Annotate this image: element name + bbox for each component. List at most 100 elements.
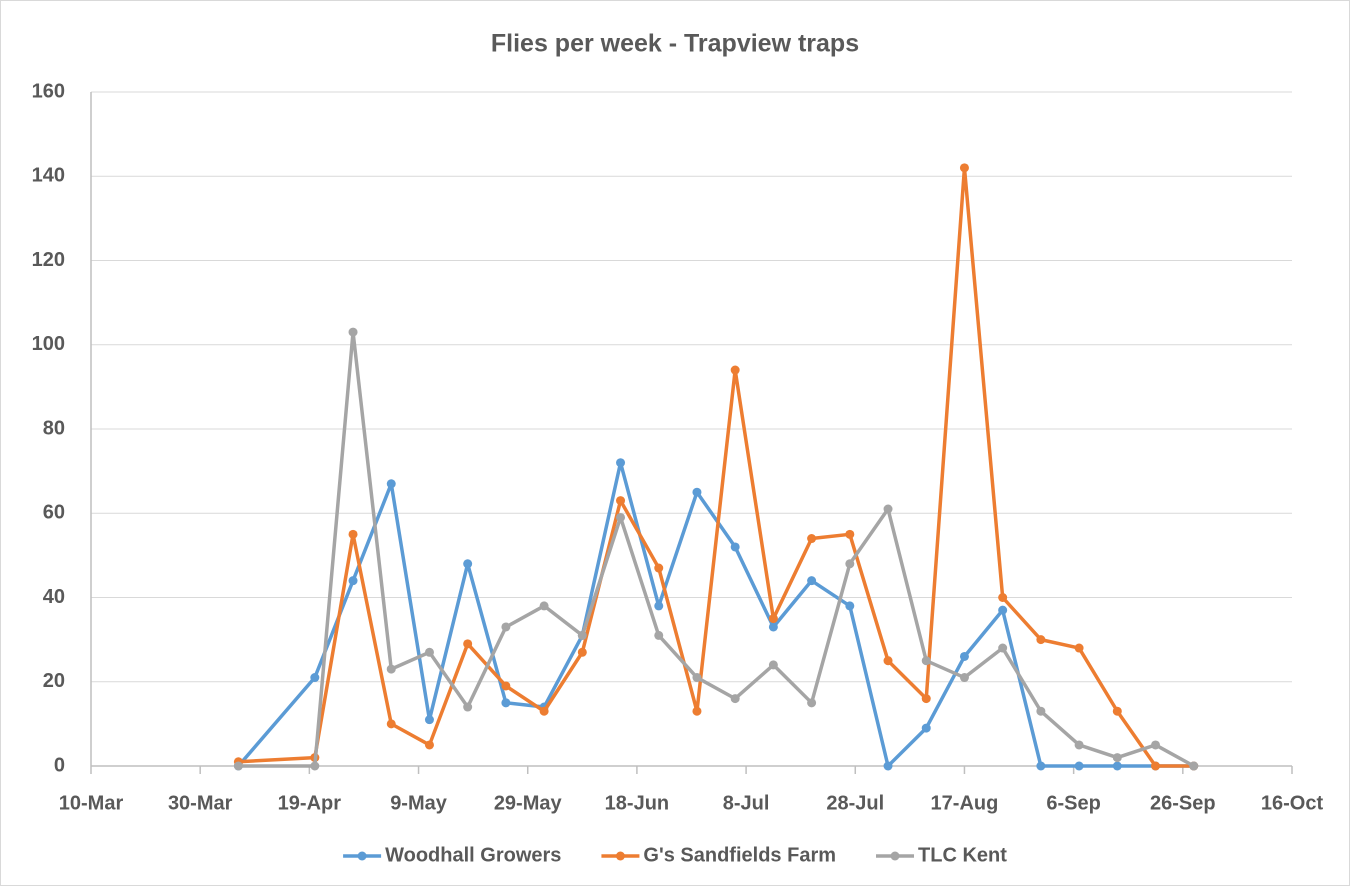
y-tick-label: 0 <box>54 754 65 776</box>
data-point <box>310 761 320 771</box>
data-point <box>501 622 511 632</box>
data-point <box>616 496 626 506</box>
y-tick-label: 40 <box>43 586 65 608</box>
data-point <box>959 651 969 661</box>
data-point <box>1036 706 1046 716</box>
data-point <box>539 601 549 611</box>
data-point <box>959 163 969 173</box>
data-point <box>463 639 473 649</box>
data-point <box>883 656 893 666</box>
data-point <box>1074 643 1084 653</box>
data-point <box>807 576 817 586</box>
data-point <box>386 479 396 489</box>
data-point <box>730 694 740 704</box>
data-point <box>1074 740 1084 750</box>
data-point <box>692 706 702 716</box>
data-point <box>654 630 664 640</box>
data-point <box>883 504 893 514</box>
data-point <box>692 487 702 497</box>
legend-marker <box>357 851 367 861</box>
legend-item: Woodhall Growers <box>343 844 561 866</box>
data-point <box>424 647 434 657</box>
data-point <box>386 664 396 674</box>
legend-item: TLC Kent <box>876 844 1007 866</box>
data-point <box>1112 761 1122 771</box>
legend-item: G's Sandfields Farm <box>601 844 836 866</box>
legend-marker <box>615 851 625 861</box>
data-point <box>1036 635 1046 645</box>
data-point <box>1151 761 1161 771</box>
data-point <box>998 593 1008 602</box>
data-point <box>921 723 931 733</box>
y-tick-label: 140 <box>32 165 65 187</box>
x-tick-label: 9-May <box>390 792 448 814</box>
data-point <box>348 327 358 337</box>
legend-marker <box>890 851 900 861</box>
data-point <box>768 622 778 632</box>
data-point <box>463 702 473 712</box>
x-tick-label: 30-Mar <box>168 792 233 814</box>
data-point <box>386 719 396 729</box>
x-tick-label: 29-May <box>494 792 563 814</box>
x-tick-label: 8-Jul <box>723 792 770 814</box>
data-point <box>654 601 664 611</box>
data-point <box>501 681 511 691</box>
data-point <box>998 605 1008 615</box>
y-tick-label: 60 <box>43 502 65 524</box>
x-tick-label: 17-Aug <box>931 792 999 814</box>
data-point <box>807 698 817 708</box>
data-point <box>539 706 549 716</box>
y-tick-label: 100 <box>32 333 65 355</box>
x-tick-label: 19-Apr <box>278 792 342 814</box>
data-point <box>730 542 740 552</box>
data-point <box>501 698 511 708</box>
data-point <box>768 614 778 624</box>
data-point <box>998 643 1008 653</box>
data-point <box>845 529 855 539</box>
data-point <box>883 761 893 771</box>
legend-label: G's Sandfields Farm <box>643 844 836 866</box>
x-tick-label: 26-Sep <box>1150 792 1216 814</box>
data-point <box>1189 761 1199 771</box>
y-tick-label: 80 <box>43 417 65 439</box>
x-tick-label: 28-Jul <box>826 792 884 814</box>
data-point <box>348 576 358 586</box>
legend: Woodhall Growers G's Sandfields Farm TLC K… <box>343 844 1007 866</box>
data-point <box>692 673 702 683</box>
data-point <box>1074 761 1084 771</box>
data-point <box>654 563 664 573</box>
data-point <box>233 761 243 771</box>
data-point <box>1151 740 1161 750</box>
y-tick-label: 20 <box>43 670 65 692</box>
data-point <box>424 715 434 725</box>
data-point <box>348 529 358 539</box>
data-point <box>845 601 855 611</box>
data-point <box>424 740 434 750</box>
data-point <box>616 512 626 522</box>
x-tick-label: 10-Mar <box>59 792 124 814</box>
data-point <box>577 647 587 657</box>
data-point <box>730 365 740 375</box>
data-point <box>845 559 855 569</box>
data-point <box>1036 761 1046 771</box>
data-point <box>807 534 817 544</box>
data-point <box>1112 706 1122 716</box>
data-point <box>921 694 931 704</box>
legend-label: Woodhall Growers <box>385 844 561 866</box>
legend-label: TLC Kent <box>918 844 1007 866</box>
y-tick-label: 160 <box>32 80 65 102</box>
x-tick-label: 18-Jun <box>605 792 669 814</box>
data-point <box>463 559 473 569</box>
data-point <box>577 630 587 640</box>
x-tick-label: 6-Sep <box>1046 792 1100 814</box>
data-point <box>921 656 931 666</box>
chart-title: Flies per week - Trapview traps <box>491 30 859 58</box>
data-point <box>959 673 969 683</box>
data-point <box>768 660 778 670</box>
data-point <box>616 458 626 468</box>
data-point <box>310 673 320 683</box>
x-tick-label: 16-Oct <box>1261 792 1324 814</box>
